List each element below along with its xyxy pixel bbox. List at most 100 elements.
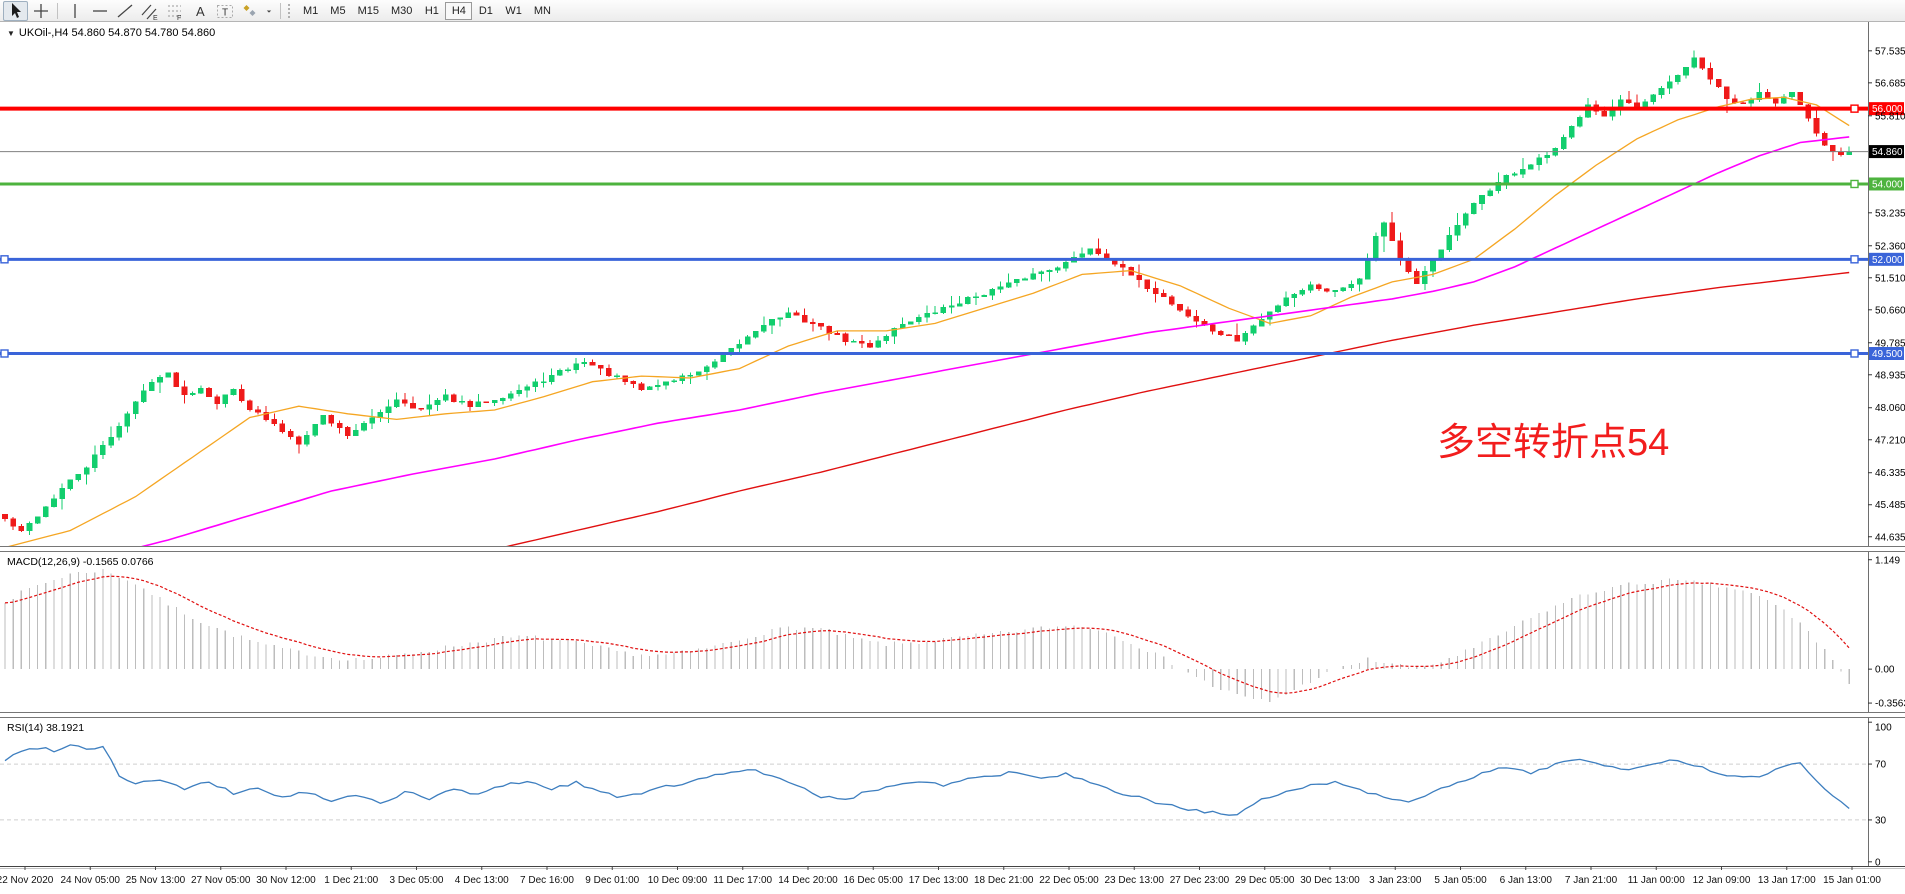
time-axis-label[interactable]: 6 Jan 13:00 — [1500, 875, 1553, 886]
arrows-dropdown[interactable] — [262, 1, 276, 21]
time-axis-label[interactable]: 23 Dec 13:00 — [1105, 875, 1165, 886]
timeframe-M5[interactable]: M5 — [330, 4, 346, 17]
hline-handle[interactable] — [1850, 255, 1859, 264]
time-axis-label[interactable]: 30 Dec 13:00 — [1300, 875, 1360, 886]
rsi-axis-tick[interactable]: 100 — [1875, 723, 1892, 734]
time-axis-label[interactable]: 5 Jan 05:00 — [1434, 875, 1487, 886]
price-axis-tick[interactable]: 56.685 — [1875, 78, 1905, 89]
price-level-badge-text: 54.000 — [1872, 179, 1903, 190]
macd-panel[interactable]: 1.149 0.00 -0.3563 — [0, 552, 1905, 712]
time-axis-label[interactable]: 29 Dec 05:00 — [1235, 875, 1295, 886]
text-tool[interactable]: A — [187, 1, 212, 21]
dropdown-icon — [266, 9, 272, 13]
price-axis-tick[interactable]: 50.660 — [1875, 305, 1905, 316]
timeframe-M1[interactable]: M1 — [303, 4, 319, 17]
price-axis-tick[interactable]: 47.210 — [1875, 435, 1905, 446]
macd-axis-tick[interactable]: -0.3563 — [1875, 699, 1905, 710]
hline-handle[interactable] — [1850, 179, 1859, 189]
price-axis-tick[interactable]: 55.810 — [1875, 111, 1905, 122]
price-axis-tick[interactable]: 49.785 — [1875, 338, 1905, 349]
hline-handle[interactable] — [0, 349, 9, 358]
current-price-badge — [1869, 145, 1904, 159]
price-axis-tick[interactable]: 51.510 — [1875, 273, 1905, 284]
price-panel[interactable]: 56.000 54.000 52.000 49.500 54.860 57.535 56.6… — [0, 22, 1905, 546]
horizontal-line-tool[interactable] — [87, 1, 112, 21]
time-axis-label[interactable]: 13 Jan 17:00 — [1758, 875, 1816, 886]
ma-mid-magenta[interactable] — [5, 136, 1850, 546]
cursor-tool[interactable] — [3, 0, 28, 21]
price-axis-tick[interactable]: 53.235 — [1875, 208, 1905, 219]
time-axis-label[interactable]: 22 Dec 05:00 — [1039, 875, 1099, 886]
toolbar-grip[interactable] — [288, 3, 292, 18]
crosshair-tool[interactable] — [28, 1, 53, 21]
time-axis-label[interactable]: 10 Dec 09:00 — [648, 875, 708, 886]
crosshair-icon — [33, 3, 48, 18]
time-axis-label[interactable]: 22 Nov 2020 — [0, 875, 54, 886]
time-axis-label[interactable]: 11 Dec 17:00 — [713, 875, 772, 886]
equidistant-channel-tool[interactable]: E — [137, 1, 162, 21]
time-axis-label[interactable]: 12 Jan 09:00 — [1693, 875, 1751, 886]
price-axis-tick[interactable]: 57.535 — [1875, 46, 1905, 57]
time-axis-label[interactable]: 25 Nov 13:00 — [126, 875, 186, 886]
time-axis-label[interactable]: 14 Dec 20:00 — [778, 875, 838, 886]
macd-signal-line — [4, 575, 1850, 694]
time-axis-label[interactable]: 3 Dec 05:00 — [390, 875, 444, 886]
rsi-axis-tick[interactable]: 0 — [1875, 857, 1881, 866]
price-axis-tick[interactable]: 46.335 — [1875, 468, 1905, 479]
time-axis-label[interactable]: 24 Nov 05:00 — [61, 875, 121, 886]
hline-handle[interactable] — [0, 255, 9, 264]
macd-axis-tick[interactable]: 0.00 — [1875, 665, 1895, 676]
timeframe-H1[interactable]: H1 — [424, 4, 439, 17]
panel-separator[interactable] — [0, 712, 1905, 718]
time-axis-label[interactable]: 7 Jan 21:00 — [1565, 875, 1618, 886]
macd-axis-tick[interactable]: 1.149 — [1875, 556, 1900, 567]
time-axis-label[interactable]: 27 Dec 23:00 — [1170, 875, 1230, 886]
vertical-line-tool[interactable] — [62, 1, 87, 21]
timeframe-MN[interactable]: MN — [533, 4, 551, 17]
time-axis-label[interactable]: 30 Nov 12:00 — [256, 875, 316, 886]
timeframe-M30[interactable]: M30 — [390, 4, 413, 17]
time-axis-label[interactable]: 15 Jan 01:00 — [1823, 875, 1881, 886]
time-axis-label[interactable]: 18 Dec 21:00 — [974, 875, 1034, 886]
time-axis-label[interactable]: 4 Dec 13:00 — [455, 875, 509, 886]
price-axis-tick[interactable]: 48.060 — [1875, 403, 1905, 414]
hline-handle[interactable] — [1850, 349, 1859, 358]
arrows-tool[interactable] — [237, 1, 262, 21]
fibonacci-tool[interactable]: F — [162, 1, 187, 21]
rsi-panel[interactable]: 100 70 30 0 — [0, 718, 1905, 866]
time-axis-label[interactable]: 17 Dec 13:00 — [909, 875, 969, 886]
time-axis-label[interactable]: 3 Jan 23:00 — [1369, 875, 1422, 886]
ma-fast-orange[interactable] — [5, 96, 1850, 546]
time-axis[interactable]: 22 Nov 2020 24 Nov 05:00 25 Nov 13:00 27 No… — [0, 866, 1905, 894]
label-icon: T — [216, 4, 233, 18]
toolbar-divider — [57, 2, 58, 19]
hline-handle[interactable] — [1850, 104, 1859, 113]
time-axis-label[interactable]: 9 Dec 01:00 — [585, 875, 639, 886]
ma-slow-red[interactable] — [495, 271, 1850, 547]
rsi-axis-tick[interactable]: 30 — [1875, 815, 1887, 826]
price-axis-tick[interactable]: 45.485 — [1875, 500, 1905, 511]
text-label-tool[interactable]: T — [212, 1, 237, 21]
collapse-chart-icon[interactable]: ▼ — [7, 29, 15, 38]
time-axis-label[interactable]: 1 Dec 21:00 — [324, 875, 378, 886]
timeframe-toolbar: M1 M5 M15 M30 H1 H4 D1 W1 MN — [297, 1, 557, 20]
panel-separator[interactable] — [0, 546, 1905, 552]
annotation-text[interactable]: 多空转折点54 — [1437, 422, 1670, 464]
timeframe-W1[interactable]: W1 — [505, 4, 522, 17]
price-axis-tick[interactable]: 52.360 — [1875, 241, 1905, 252]
time-axis-label[interactable]: 11 Jan 00:00 — [1628, 875, 1686, 886]
rsi-axis-tick[interactable]: 70 — [1875, 760, 1887, 771]
chart-area: 56.000 54.000 52.000 49.500 54.860 57.535 56.6… — [0, 22, 1905, 894]
price-axis-tick[interactable]: 44.635 — [1875, 532, 1905, 543]
timeframe-D1[interactable]: D1 — [478, 4, 493, 17]
trendline-tool[interactable] — [112, 1, 137, 21]
time-axis-label[interactable]: 27 Nov 05:00 — [191, 875, 251, 886]
time-axis-label[interactable]: 16 Dec 05:00 — [844, 875, 904, 886]
price-axis-tick[interactable]: 48.935 — [1875, 370, 1905, 381]
fibonacci-icon: F — [167, 5, 181, 21]
rsi-line — [4, 744, 1850, 816]
time-axis-label[interactable]: 7 Dec 16:00 — [520, 875, 574, 886]
timeframe-H4[interactable]: H4 — [445, 1, 473, 20]
timeframe-M15[interactable]: M15 — [357, 4, 379, 17]
